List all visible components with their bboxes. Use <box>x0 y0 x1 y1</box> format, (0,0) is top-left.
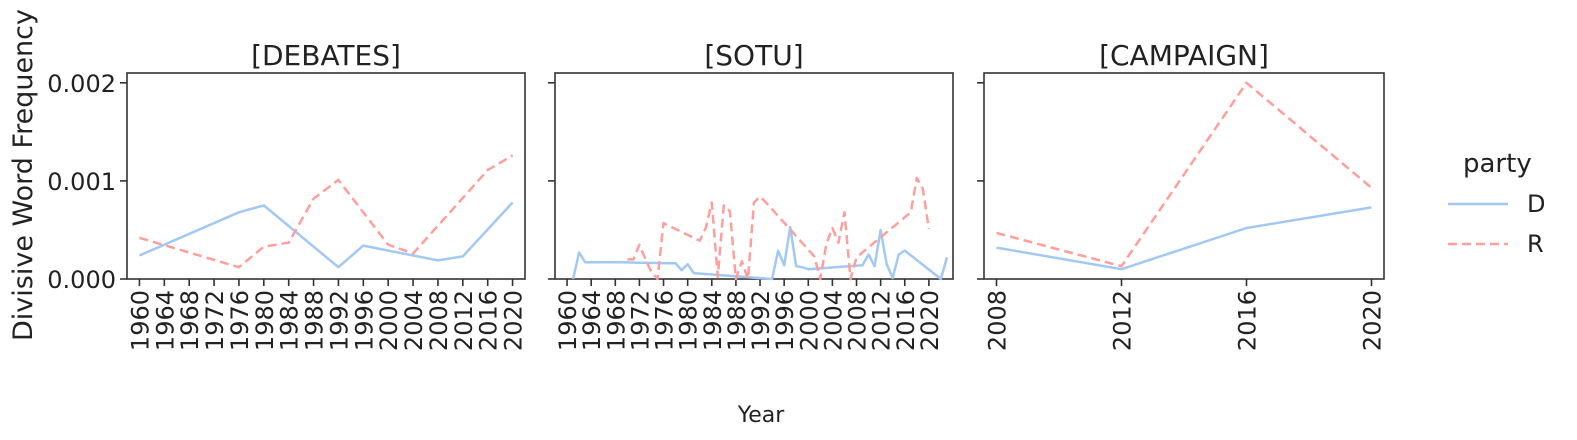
x-tick-label: 2016 <box>1234 290 1262 351</box>
legend-entry-d: D <box>1448 190 1545 218</box>
x-tick-label: 2008 <box>425 290 453 351</box>
legend-label-d: D <box>1527 190 1545 218</box>
x-tick-label: 2004 <box>400 290 428 351</box>
x-tick-label: 2000 <box>375 290 403 351</box>
series-line-d <box>138 201 514 269</box>
x-tick-label: 2012 <box>1109 290 1137 351</box>
y-tick-label: 0.001 <box>47 168 116 196</box>
x-tick-label: 1996 <box>771 290 799 351</box>
x-tick-label: 1992 <box>325 290 353 351</box>
x-tick-label: 1980 <box>675 290 703 351</box>
series-line-d <box>571 225 949 281</box>
panels: [DEBATES]0.0000.0010.0021960196419681972… <box>47 39 1386 351</box>
x-tick-label: 1968 <box>602 290 630 351</box>
x-tick-label: 2016 <box>892 290 920 351</box>
x-tick-label: 2004 <box>819 290 847 351</box>
x-tick-label: 1976 <box>226 290 254 351</box>
legend-title: party <box>1463 149 1532 179</box>
panel-title: [DEBATES] <box>251 39 401 72</box>
x-tick-label: 2008 <box>844 290 872 351</box>
legend-entry-r: R <box>1448 230 1544 258</box>
panel-debates: [DEBATES] 0.000 0.001 0.002 1960196419681972… <box>47 39 527 351</box>
x-tick-label: 1988 <box>301 290 329 351</box>
panel-campaign: [CAMPAIGN] 2008 2012 2016 2020 <box>977 39 1387 351</box>
panel-frame <box>983 72 1385 280</box>
x-tick-label: 1988 <box>723 290 751 351</box>
x-tick-label: 2012 <box>868 290 896 351</box>
panel-title: [SOTU] <box>704 39 803 72</box>
x-tick-label: 1984 <box>699 290 727 351</box>
x-tick-label: 1960 <box>554 290 582 351</box>
x-tick-label: 1972 <box>626 290 654 351</box>
x-tick-label: 1992 <box>747 290 775 351</box>
x-tick-label: 1996 <box>350 290 378 351</box>
y-axis-title: Divisive Word Frequency <box>8 9 39 341</box>
x-tick-label: 1960 <box>126 290 154 351</box>
y-tick-label: 0.000 <box>47 266 116 294</box>
legend: party D R <box>1448 149 1545 258</box>
x-axis-title: Year <box>737 403 786 428</box>
series-line-r <box>139 154 514 269</box>
x-tick-label: 2020 <box>500 290 528 351</box>
legend-label-r: R <box>1527 230 1544 258</box>
x-tick-label: 2016 <box>475 290 503 351</box>
panel-title: [CAMPAIGN] <box>1099 39 1269 72</box>
x-tick-label: 1972 <box>201 290 229 351</box>
x-tick-label: 1984 <box>276 290 304 351</box>
panel-frame <box>126 72 526 280</box>
x-tick-label: 1968 <box>176 290 204 351</box>
x-tick-label: 2020 <box>1359 290 1387 351</box>
x-tick-label: 2012 <box>450 290 478 351</box>
x-tick-label: 2008 <box>984 290 1012 351</box>
x-tick-label: 2000 <box>795 290 823 351</box>
series-line-r <box>627 176 931 281</box>
panel-sotu: [SOTU]1960196419681972197619801984198819… <box>548 39 954 351</box>
series-line-d <box>996 206 1372 271</box>
series-line-r <box>996 81 1373 268</box>
x-tick-label: 1964 <box>151 290 179 351</box>
x-tick-label: 2020 <box>916 290 944 351</box>
x-tick-label: 1980 <box>251 290 279 351</box>
x-tick-label: 1964 <box>578 290 606 351</box>
y-tick-label: 0.002 <box>47 70 116 98</box>
x-tick-label: 1976 <box>651 290 679 351</box>
panel-frame <box>554 72 954 280</box>
